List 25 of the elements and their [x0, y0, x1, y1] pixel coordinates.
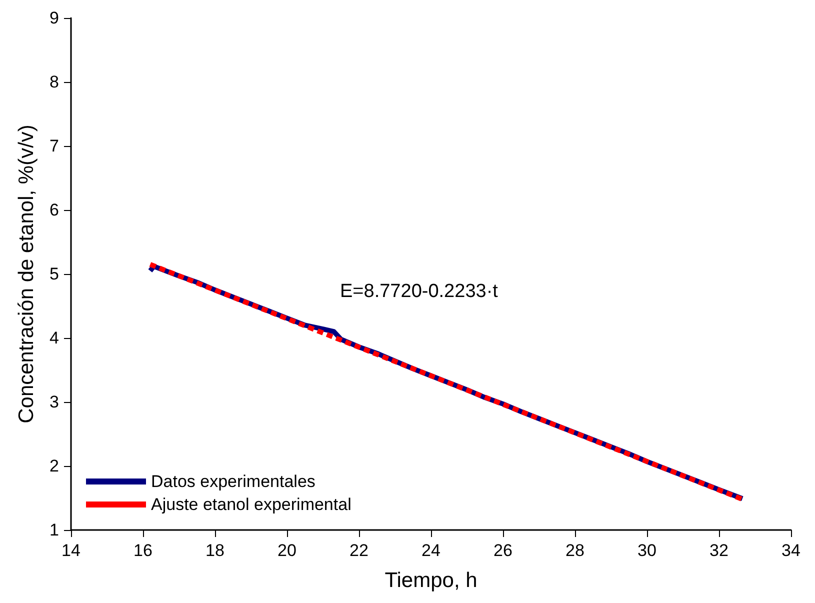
y-axis-title: Concentración de etanol, %(v/v) — [15, 124, 38, 424]
x-tick-label: 20 — [278, 541, 296, 560]
x-axis-title: Tiempo, h — [384, 569, 478, 592]
y-tick-label: 6 — [50, 200, 59, 220]
x-tick-label: 18 — [206, 541, 224, 560]
y-tick-label: 3 — [50, 392, 59, 412]
x-tick-label: 16 — [134, 541, 152, 560]
y-tick-label: 4 — [50, 328, 59, 348]
y-tick-label: 2 — [50, 456, 59, 476]
legend-label: Datos experimentales — [151, 472, 316, 491]
x-tick-label: 26 — [494, 541, 512, 560]
y-tick-label: 8 — [50, 72, 59, 92]
y-tick-label: 5 — [50, 264, 59, 284]
y-tick-label: 9 — [50, 8, 59, 28]
x-tick-label: 14 — [62, 541, 80, 560]
y-tick-label: 7 — [50, 136, 59, 156]
x-tick-label: 32 — [710, 541, 728, 560]
x-tick-label: 28 — [566, 541, 584, 560]
x-tick-label: 24 — [422, 541, 440, 560]
legend-label: Ajuste etanol experimental — [151, 495, 352, 514]
x-tick-label: 34 — [782, 541, 800, 560]
x-tick-label: 22 — [350, 541, 368, 560]
y-tick-label: 1 — [50, 520, 59, 540]
annotation: E=8.7720-0.2233·t — [340, 281, 499, 302]
x-tick-label: 30 — [638, 541, 656, 560]
